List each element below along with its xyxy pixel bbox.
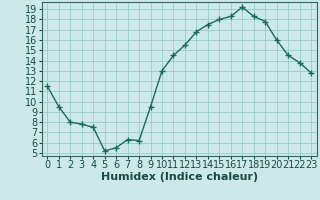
X-axis label: Humidex (Indice chaleur): Humidex (Indice chaleur) — [100, 172, 258, 182]
